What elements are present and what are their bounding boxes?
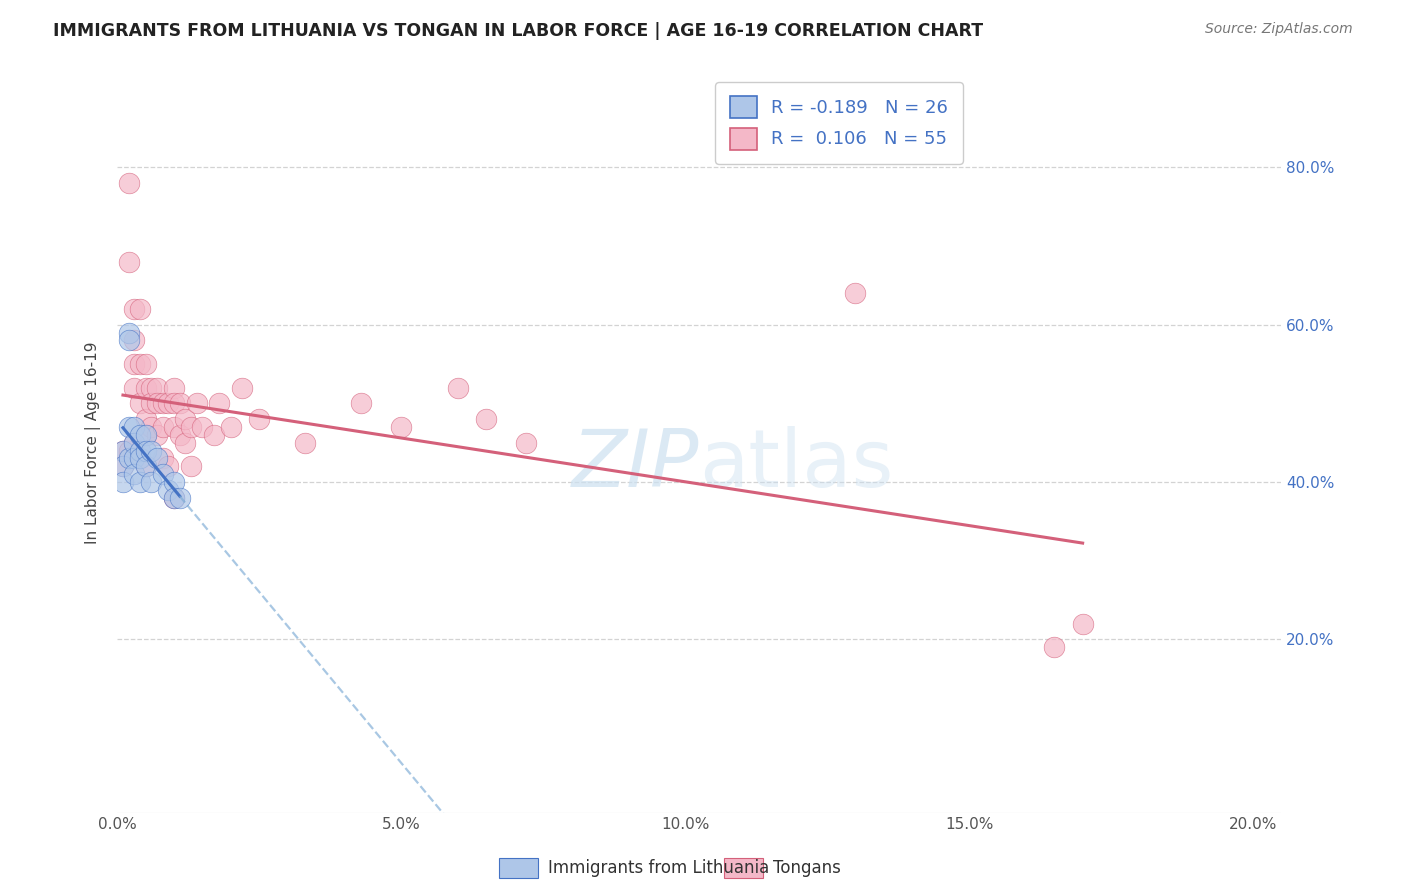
Point bbox=[174, 435, 197, 450]
Point bbox=[169, 428, 191, 442]
Text: ZIP: ZIP bbox=[572, 426, 699, 504]
Point bbox=[135, 459, 157, 474]
Text: Immigrants from Lithuania: Immigrants from Lithuania bbox=[548, 859, 769, 877]
Point bbox=[163, 475, 186, 489]
Point bbox=[117, 420, 139, 434]
Point bbox=[124, 435, 146, 450]
Point bbox=[180, 459, 202, 474]
Y-axis label: In Labor Force | Age 16-19: In Labor Force | Age 16-19 bbox=[86, 342, 101, 544]
Point bbox=[129, 451, 152, 466]
Point bbox=[135, 357, 157, 371]
Point bbox=[389, 420, 412, 434]
Point bbox=[157, 396, 180, 410]
Point bbox=[350, 396, 373, 410]
Point bbox=[152, 451, 174, 466]
Point bbox=[146, 396, 169, 410]
Point bbox=[117, 326, 139, 340]
Point bbox=[844, 286, 866, 301]
Point bbox=[124, 467, 146, 482]
Point bbox=[141, 381, 163, 395]
Point bbox=[294, 435, 316, 450]
Point bbox=[117, 451, 139, 466]
Point bbox=[169, 396, 191, 410]
Point bbox=[163, 396, 186, 410]
Point bbox=[169, 491, 191, 505]
Point bbox=[174, 412, 197, 426]
Point bbox=[135, 428, 157, 442]
Point bbox=[208, 396, 231, 410]
Text: atlas: atlas bbox=[699, 426, 894, 504]
Point bbox=[163, 491, 186, 505]
Point bbox=[141, 396, 163, 410]
Point bbox=[1043, 640, 1066, 655]
Text: IMMIGRANTS FROM LITHUANIA VS TONGAN IN LABOR FORCE | AGE 16-19 CORRELATION CHART: IMMIGRANTS FROM LITHUANIA VS TONGAN IN L… bbox=[53, 22, 984, 40]
Point bbox=[135, 443, 157, 458]
Point bbox=[186, 396, 208, 410]
Point bbox=[515, 435, 537, 450]
Point bbox=[163, 381, 186, 395]
Point bbox=[1071, 616, 1094, 631]
Point bbox=[231, 381, 253, 395]
Point bbox=[475, 412, 498, 426]
Point bbox=[202, 428, 225, 442]
Point bbox=[135, 459, 157, 474]
Point bbox=[111, 459, 134, 474]
Point bbox=[124, 334, 146, 348]
Point bbox=[129, 428, 152, 442]
Point bbox=[163, 491, 186, 505]
Point bbox=[111, 443, 134, 458]
Legend: R = -0.189   N = 26, R =  0.106   N = 55: R = -0.189 N = 26, R = 0.106 N = 55 bbox=[716, 82, 963, 164]
Point bbox=[129, 301, 152, 316]
Point bbox=[157, 483, 180, 497]
Point bbox=[111, 459, 134, 474]
Text: Tongans: Tongans bbox=[773, 859, 841, 877]
Point bbox=[111, 475, 134, 489]
Point bbox=[247, 412, 270, 426]
Point bbox=[146, 428, 169, 442]
Point bbox=[219, 420, 242, 434]
Point bbox=[141, 443, 163, 458]
Point bbox=[124, 435, 146, 450]
Point bbox=[146, 451, 169, 466]
Point bbox=[146, 381, 169, 395]
Point bbox=[129, 475, 152, 489]
Point bbox=[129, 443, 152, 458]
Point bbox=[117, 255, 139, 269]
Point bbox=[124, 357, 146, 371]
Point bbox=[152, 420, 174, 434]
Point bbox=[117, 176, 139, 190]
Text: Source: ZipAtlas.com: Source: ZipAtlas.com bbox=[1205, 22, 1353, 37]
Point bbox=[111, 443, 134, 458]
Point bbox=[135, 381, 157, 395]
Point bbox=[152, 396, 174, 410]
Point bbox=[117, 334, 139, 348]
Point bbox=[447, 381, 470, 395]
Point bbox=[124, 381, 146, 395]
Point bbox=[117, 443, 139, 458]
Point bbox=[129, 396, 152, 410]
Point bbox=[157, 459, 180, 474]
Point bbox=[124, 420, 146, 434]
Point bbox=[141, 420, 163, 434]
Point bbox=[135, 412, 157, 426]
Point bbox=[152, 467, 174, 482]
Point bbox=[163, 420, 186, 434]
Point bbox=[135, 428, 157, 442]
Point bbox=[180, 420, 202, 434]
Point bbox=[129, 357, 152, 371]
Point bbox=[191, 420, 214, 434]
Point bbox=[124, 301, 146, 316]
Point bbox=[124, 451, 146, 466]
Point bbox=[141, 475, 163, 489]
